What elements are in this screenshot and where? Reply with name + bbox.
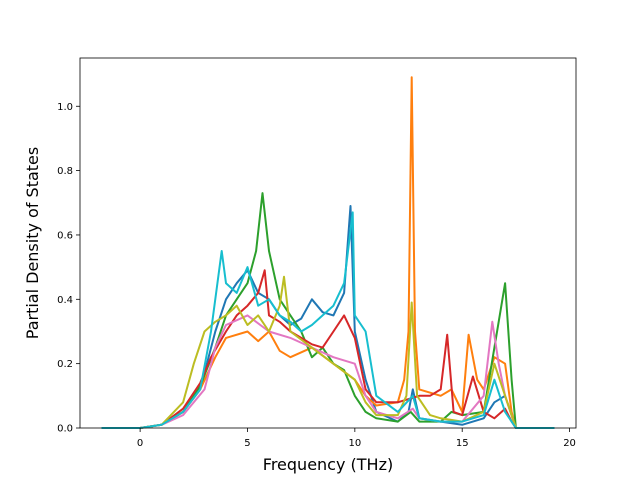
x-tick-label: 15 <box>456 438 469 449</box>
x-tick-label: 20 <box>563 438 576 449</box>
y-tick-label: 0.8 <box>57 166 73 177</box>
y-axis-label: Partial Density of States <box>23 147 42 339</box>
series-line-7 <box>101 211 555 429</box>
plot-frame <box>79 57 577 429</box>
x-axis-label: Frequency (THz) <box>263 455 393 474</box>
series-line-5 <box>101 314 555 429</box>
y-tick-label: 0.6 <box>57 230 73 241</box>
x-axis: 0 5 10 15 20 <box>137 428 576 449</box>
y-axis: 0.0 0.2 0.4 0.6 0.8 1.0 <box>57 102 80 435</box>
x-tick-label: 10 <box>348 438 361 449</box>
x-tick-label: 5 <box>244 438 250 449</box>
series-line-4 <box>101 269 555 429</box>
series-layer <box>101 76 555 429</box>
y-tick-label: 0.0 <box>57 424 73 435</box>
y-tick-label: 0.4 <box>57 295 73 306</box>
y-tick-label: 1.0 <box>57 102 73 113</box>
y-tick-label: 0.2 <box>57 359 73 370</box>
x-tick-label: 0 <box>137 438 143 449</box>
